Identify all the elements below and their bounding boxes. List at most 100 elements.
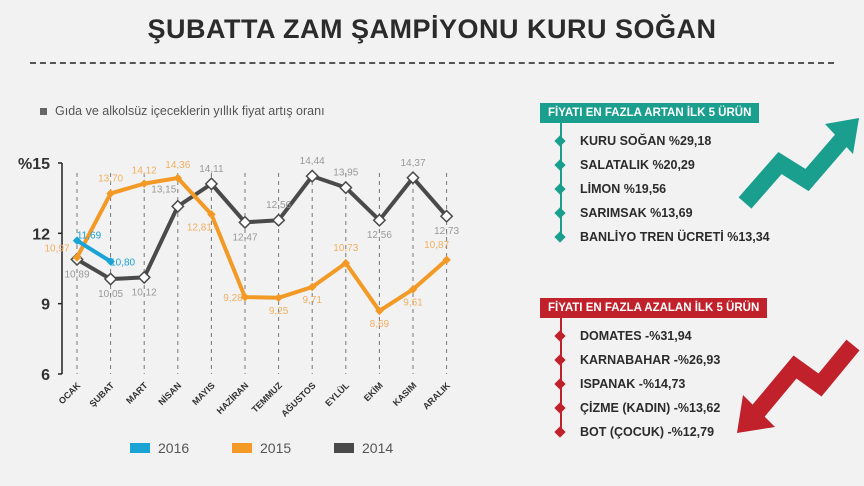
diamond-bullet-icon	[554, 378, 566, 390]
legend-label: 2016	[158, 440, 190, 456]
data-point	[271, 213, 286, 227]
falling-panel: FİYATI EN FAZLA AZALAN İLK 5 ÜRÜN DOMATE…	[540, 298, 768, 444]
diamond-bullet-icon	[554, 402, 566, 414]
data-label: 12,73	[434, 226, 459, 237]
data-label: 12,81	[187, 222, 212, 233]
legend-item-2016: 2016	[130, 440, 189, 456]
falling-list: DOMATES -%31,94 KARNABAHAR -%26,93 ISPAN…	[554, 318, 767, 444]
y-tick-label: %15	[18, 156, 50, 173]
diamond-bullet-icon	[554, 426, 566, 438]
data-label: 9,28	[223, 293, 243, 304]
diamond-bullet-icon	[554, 183, 566, 195]
x-tick-label: TEMMUZ	[250, 380, 285, 415]
data-point	[439, 209, 454, 223]
data-label: 14,12	[132, 166, 157, 177]
item-text: LİMON %19,56	[580, 182, 667, 196]
data-label: 12,47	[232, 232, 257, 243]
list-item: ISPANAK -%14,73	[554, 372, 767, 396]
data-label: 10,89	[64, 269, 89, 280]
page-title: ŞUBATTA ZAM ŞAMPİYONU KURU SOĞAN	[147, 14, 717, 44]
x-tick-label: ŞUBAT	[87, 380, 116, 409]
data-label: 14,36	[165, 160, 190, 171]
data-label: 13,95	[333, 168, 358, 179]
rising-heading: FİYATI EN FAZLA ARTAN İLK 5 ÜRÜN	[540, 103, 760, 123]
diamond-bullet-icon	[554, 159, 566, 171]
list-item: BOT (ÇOCUK) -%12,79	[554, 420, 767, 444]
data-label: 14,11	[199, 164, 224, 175]
chart-subtitle: Gıda ve alkolsüz içeceklerin yıllık fiya…	[40, 104, 325, 118]
legend-item-2014: 2014	[334, 440, 393, 456]
data-label: 10,05	[98, 289, 123, 300]
down-trend-arrow-icon	[737, 339, 860, 433]
legend-item-2015: 2015	[232, 440, 291, 456]
data-point	[305, 169, 319, 183]
item-text: ISPANAK -%14,73	[580, 377, 686, 391]
y-tick-label: 12	[32, 226, 50, 243]
data-label: 11,69	[77, 231, 102, 242]
item-text: KARNABAHAR -%26,93	[580, 353, 721, 367]
list-item: LİMON %19,56	[554, 177, 770, 201]
data-point	[408, 285, 418, 294]
item-text: BOT (ÇOCUK) -%12,79	[580, 425, 715, 439]
data-label: 10,87	[424, 240, 449, 251]
data-point	[171, 199, 185, 214]
y-tick-label: 6	[41, 367, 50, 384]
legend-label: 2014	[362, 440, 394, 456]
list-connector	[560, 123, 562, 241]
list-connector	[560, 318, 562, 436]
data-label: 12,56	[367, 230, 392, 241]
diamond-bullet-icon	[554, 135, 566, 147]
data-point	[103, 272, 118, 286]
x-tick-label: MART	[124, 380, 150, 406]
data-point	[238, 215, 252, 230]
data-label: 10,97	[44, 243, 69, 254]
data-point	[339, 180, 353, 195]
legend-swatch-2016	[130, 443, 150, 453]
list-item: BANLİYO TREN ÜCRETİ %13,34	[554, 225, 770, 249]
data-label: 13,15	[151, 184, 176, 195]
data-point	[139, 179, 149, 188]
data-label: 10,73	[333, 243, 358, 254]
x-tick-label: NİSAN	[156, 380, 183, 407]
item-text: SARIMSAK %13,69	[580, 206, 693, 220]
rising-panel: FİYATI EN FAZLA ARTAN İLK 5 ÜRÜN KURU SO…	[540, 103, 770, 249]
title-divider	[30, 62, 834, 64]
chart-subtitle-text: Gıda ve alkolsüz içeceklerin yıllık fiya…	[55, 104, 325, 118]
data-point	[406, 171, 420, 185]
x-tick-label: ARALIK	[421, 380, 452, 411]
legend-swatch-2014	[334, 443, 354, 453]
rising-list: KURU SOĞAN %29,18 SALATALIK %20,29 LİMON…	[554, 123, 770, 249]
list-item: SARIMSAK %13,69	[554, 201, 770, 225]
list-item: SALATALIK %20,29	[554, 153, 770, 177]
diamond-bullet-icon	[554, 354, 566, 366]
data-label: 9,61	[403, 297, 423, 308]
item-text: DOMATES -%31,94	[580, 329, 692, 343]
data-label: 10,12	[132, 287, 157, 298]
list-item: ÇİZME (KADIN) -%13,62	[554, 396, 767, 420]
x-tick-label: KASIM	[391, 380, 419, 408]
data-label: 13,70	[98, 173, 123, 184]
diamond-bullet-icon	[554, 330, 566, 342]
x-tick-label: MAYIS	[190, 380, 217, 407]
x-tick-label: OCAK	[57, 380, 83, 406]
falling-heading: FİYATI EN FAZLA AZALAN İLK 5 ÜRÜN	[540, 298, 768, 318]
item-text: SALATALIK %20,29	[580, 158, 695, 172]
x-tick-label: EKİM	[362, 380, 385, 403]
data-point	[204, 177, 219, 191]
data-point	[207, 210, 216, 219]
data-point	[274, 293, 283, 303]
square-bullet-icon	[40, 108, 47, 115]
x-tick-label: AĞUSTOS	[278, 380, 317, 419]
data-point	[72, 253, 82, 262]
data-label: 12,56	[266, 200, 291, 211]
diamond-bullet-icon	[554, 207, 566, 219]
item-text: BANLİYO TREN ÜCRETİ %13,34	[580, 230, 770, 244]
list-item: DOMATES -%31,94	[554, 324, 767, 348]
series-line-2016	[75, 238, 112, 264]
diamond-bullet-icon	[554, 231, 566, 243]
series-line-2015	[75, 176, 448, 313]
legend-swatch-2015	[232, 443, 252, 453]
data-label: 8,69	[370, 319, 390, 330]
data-label: 14,37	[400, 158, 425, 169]
